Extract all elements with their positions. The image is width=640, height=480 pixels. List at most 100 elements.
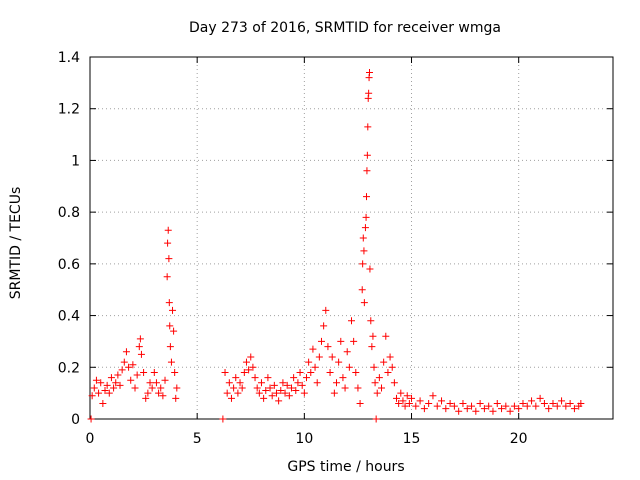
data-point: [401, 402, 409, 410]
data-point: [142, 394, 150, 402]
data-point: [97, 379, 105, 387]
data-point: [373, 389, 381, 397]
data-point: [326, 368, 334, 376]
data-point: [309, 345, 317, 353]
data-point: [429, 392, 437, 400]
data-point: [510, 402, 518, 410]
data-point: [558, 397, 566, 405]
data-point: [498, 405, 506, 413]
data-point: [352, 368, 360, 376]
data-point: [416, 397, 424, 405]
data-point: [388, 363, 396, 371]
data-point: [523, 402, 531, 410]
data-point: [455, 407, 463, 415]
data-point: [328, 353, 336, 361]
data-point: [135, 343, 143, 351]
data-point: [330, 389, 338, 397]
data-point: [356, 399, 364, 407]
data-point: [257, 379, 265, 387]
data-point: [368, 343, 376, 351]
data-point: [88, 392, 96, 400]
data-point: [292, 387, 300, 395]
data-point: [339, 374, 347, 382]
y-tick-label: 0: [71, 412, 80, 428]
data-point: [540, 399, 548, 407]
data-point: [348, 317, 355, 325]
data-point: [146, 379, 154, 387]
data-point: [311, 363, 319, 371]
data-point: [386, 353, 394, 361]
data-point: [360, 299, 368, 307]
data-point: [570, 405, 578, 413]
data-point: [251, 374, 259, 382]
y-axis-title: SRMTID / TECUs: [8, 187, 24, 300]
data-point: [281, 389, 289, 397]
data-point: [305, 358, 313, 366]
data-point: [140, 368, 148, 376]
y-tick-label: 0.6: [58, 257, 80, 273]
data-point: [358, 286, 366, 294]
y-tick-label: 0.4: [58, 309, 80, 325]
data-point: [322, 306, 330, 314]
data-point: [485, 402, 493, 410]
data-point: [382, 332, 390, 340]
data-point: [272, 389, 280, 397]
data-point: [459, 399, 467, 407]
data-point: [245, 366, 253, 374]
data-point: [287, 384, 295, 392]
data-point: [173, 384, 181, 392]
data-point: [450, 402, 458, 410]
data-point: [131, 384, 139, 392]
data-point: [360, 247, 368, 255]
data-point: [468, 402, 476, 410]
data-point: [221, 368, 229, 376]
data-point: [296, 368, 304, 376]
x-axis-title: GPS time / hours: [287, 459, 404, 475]
data-point: [365, 89, 373, 97]
data-point: [114, 371, 122, 379]
data-point: [506, 407, 514, 415]
x-tick-label: 5: [193, 431, 202, 447]
data-point: [240, 368, 248, 376]
data-point: [161, 376, 169, 384]
data-point: [577, 399, 585, 407]
data-point: [105, 389, 113, 397]
data-point: [566, 399, 574, 407]
data-point: [166, 322, 174, 330]
data-point: [562, 402, 570, 410]
data-point: [371, 379, 379, 387]
data-point: [260, 394, 268, 402]
data-point: [159, 392, 167, 400]
data-point: [144, 389, 152, 397]
data-point: [372, 415, 380, 423]
data-point: [120, 358, 128, 366]
data-point: [232, 374, 240, 382]
data-point: [219, 415, 227, 423]
data-point: [366, 265, 374, 273]
data-point: [270, 381, 278, 389]
data-point: [370, 363, 378, 371]
data-point: [545, 405, 553, 413]
data-point: [164, 239, 172, 247]
data-point: [227, 394, 235, 402]
data-point: [337, 337, 345, 345]
y-tick-label: 1: [71, 153, 80, 169]
data-point: [420, 405, 428, 413]
grid-lines: [90, 57, 613, 419]
data-point: [335, 358, 343, 366]
data-point: [463, 405, 471, 413]
data-point: [515, 405, 523, 413]
data-point: [476, 399, 484, 407]
data-point: [332, 379, 340, 387]
data-point: [290, 374, 298, 382]
data-point: [150, 368, 158, 376]
data-point: [361, 224, 369, 232]
data-point: [171, 368, 179, 376]
data-point: [528, 397, 536, 405]
data-point: [317, 337, 325, 345]
chart-title: Day 273 of 2016, SRMTID for receiver wmg…: [189, 20, 501, 36]
data-point: [298, 381, 306, 389]
x-tick-label: 20: [510, 431, 528, 447]
data-point: [90, 384, 98, 392]
